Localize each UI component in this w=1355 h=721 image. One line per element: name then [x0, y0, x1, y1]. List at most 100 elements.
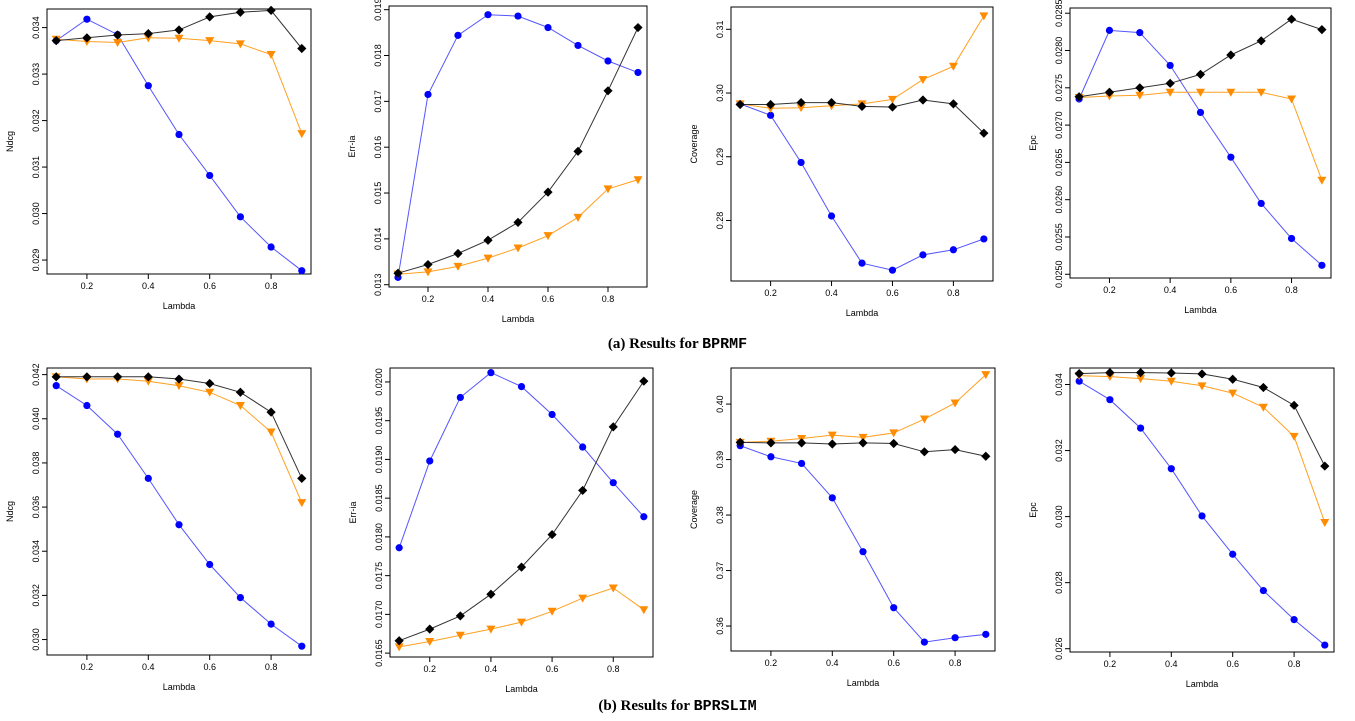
point-blue	[919, 251, 927, 259]
point-blue	[1257, 199, 1265, 208]
y-tick-label: 0.026	[1054, 637, 1064, 660]
point-orange	[1166, 377, 1176, 386]
point-orange	[889, 429, 899, 438]
y-tick-label: 0.038	[31, 452, 41, 475]
point-orange	[1287, 95, 1297, 104]
point-orange	[1320, 519, 1330, 528]
point-blue	[888, 266, 897, 274]
point-blue	[1321, 641, 1329, 649]
y-tick-label: 0.31	[715, 21, 725, 39]
series-line-black	[397, 27, 639, 274]
y-tick-label: 0.042	[31, 363, 41, 386]
point-black	[453, 248, 463, 259]
y-tick-label: 0.0270	[1054, 111, 1064, 139]
caption-a-prefix: (a) Results for	[607, 336, 703, 352]
point-blue	[298, 642, 306, 650]
point-blue	[484, 11, 492, 19]
series-line-blue	[739, 103, 985, 271]
point-black	[174, 374, 184, 384]
x-tick-label: 0.6	[203, 281, 216, 291]
point-orange	[578, 594, 588, 603]
series-line-orange	[740, 374, 987, 443]
point-blue	[454, 31, 462, 39]
point-black	[516, 562, 527, 572]
y-tick-label: 0.018	[373, 44, 383, 67]
x-tick-label: 0.4	[825, 288, 838, 298]
point-orange	[297, 499, 307, 508]
point-orange	[858, 433, 868, 442]
y-tick-label: 0.0255	[1054, 223, 1064, 251]
point-orange	[297, 130, 307, 139]
point-black	[266, 5, 276, 15]
y-tick-label: 0.0190	[374, 446, 384, 474]
point-blue	[579, 443, 587, 451]
point-orange	[235, 40, 245, 49]
series-line-blue	[397, 14, 639, 278]
series-line-blue	[55, 385, 303, 647]
point-black	[1165, 78, 1175, 88]
point-black	[979, 128, 989, 138]
series-line-orange	[740, 15, 985, 109]
point-black	[887, 102, 898, 112]
point-blue	[206, 171, 214, 180]
point-orange	[918, 76, 928, 85]
y-tick-label: 0.0250	[1054, 261, 1064, 289]
point-orange	[205, 388, 215, 397]
point-black	[981, 451, 991, 461]
y-tick-label: 0.0260	[1054, 186, 1064, 214]
point-black	[455, 611, 465, 621]
point-orange	[1226, 88, 1236, 97]
point-blue	[1287, 234, 1296, 243]
point-black	[1286, 14, 1297, 24]
point-black	[1256, 36, 1266, 46]
plot-frame	[388, 5, 648, 288]
point-black	[113, 30, 123, 40]
x-tick-label: 0.2	[765, 658, 778, 668]
point-orange	[483, 254, 493, 263]
point-blue	[83, 15, 91, 23]
point-blue	[175, 130, 183, 139]
y-tick-label: 0.36	[715, 617, 725, 635]
chart-panel-2: 0.2 0.4 0.6 0.8 0.013 0.014 0.015 0.016 0.017 0.0…	[347, 0, 648, 324]
y-tick-label: 0.0280	[1054, 37, 1064, 65]
caption-b-prefix: (b) Results for	[598, 698, 694, 714]
y-tick-label: 0.033	[31, 63, 41, 86]
point-orange	[543, 232, 553, 241]
x-tick-label: 0.6	[887, 658, 900, 668]
y-tick-label: 0.034	[1054, 373, 1064, 396]
point-blue	[1198, 512, 1206, 520]
series-line-blue	[740, 445, 986, 643]
point-black	[639, 376, 649, 386]
point-black	[394, 636, 404, 646]
y-tick-label: 0.0165	[374, 639, 384, 667]
point-blue	[395, 544, 403, 552]
y-tick-label: 0.28	[715, 212, 725, 230]
point-blue	[236, 594, 244, 602]
y-tick-label: 0.0195	[374, 407, 384, 435]
point-black	[1317, 25, 1327, 35]
point-blue	[236, 213, 244, 221]
point-orange	[1256, 88, 1266, 97]
y-tick-label: 0.032	[31, 109, 41, 132]
chart-panel-7: 0.2 0.4 0.6 0.8 0.36 0.37 0.38 0.39 0.40 Lambda Co…	[689, 367, 996, 688]
point-orange	[919, 415, 929, 424]
point-orange	[423, 268, 433, 277]
x-tick-label: 0.4	[482, 294, 495, 304]
point-blue	[982, 630, 990, 638]
x-tick-label: 0.6	[886, 288, 899, 298]
point-orange	[796, 104, 806, 113]
point-orange	[113, 38, 123, 47]
y-tick-label: 0.015	[373, 182, 383, 205]
point-blue	[767, 453, 775, 461]
point-orange	[143, 34, 153, 43]
point-blue	[424, 90, 432, 99]
point-blue	[267, 243, 275, 251]
y-tick-label: 0.0265	[1054, 149, 1064, 177]
x-tick-label: 0.2	[423, 664, 436, 674]
y-tick-label: 0.031	[31, 156, 41, 179]
point-black	[143, 372, 153, 382]
point-blue	[206, 560, 214, 569]
point-blue	[827, 212, 836, 220]
y-axis-title: Coverage	[689, 490, 699, 529]
point-black	[483, 235, 493, 245]
